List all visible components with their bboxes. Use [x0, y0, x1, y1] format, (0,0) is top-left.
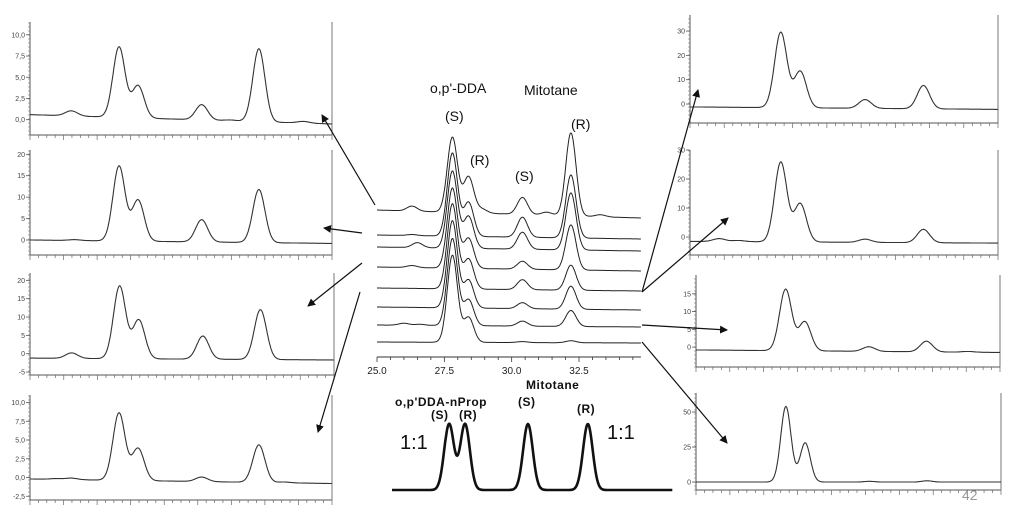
- y-tick-label: 20: [17, 152, 25, 159]
- schematic-label-dda-s: (S): [431, 408, 449, 422]
- y-tick-label: 0: [681, 102, 685, 109]
- schematic-label-mitotane: Mitotane: [526, 378, 580, 392]
- y-tick-label: 2,5: [15, 96, 25, 103]
- chromatogram-panel-L2: 20 15 10 5 0: [17, 150, 333, 260]
- chromatogram-trace: [689, 31, 998, 110]
- y-tick-label: 5: [21, 216, 25, 223]
- stacked-trace: [377, 220, 641, 311]
- chromatogram-trace: [690, 161, 998, 244]
- chromatogram-trace: [30, 164, 332, 244]
- arrow-icon: [641, 341, 728, 444]
- chromatogram-panel-R3: 15 10 5 0: [683, 275, 1001, 372]
- y-tick-label: 10: [683, 309, 691, 316]
- chromatogram-panel-R4: 50 25 0: [683, 393, 1002, 495]
- y-tick-label: 0: [21, 238, 25, 245]
- y-tick-label: -5: [19, 370, 25, 377]
- schematic-trace: [391, 422, 673, 492]
- chromatogram-trace: [30, 411, 332, 485]
- y-tick-label: 10,0: [11, 32, 25, 39]
- y-tick-label: 10: [17, 195, 25, 202]
- y-tick-label: 10: [677, 206, 685, 213]
- y-tick-label: -2,5: [13, 494, 25, 501]
- label-mitotane-s: (S): [515, 168, 534, 184]
- y-tick-label: 2,5: [15, 456, 25, 463]
- arrow-icon: [316, 291, 361, 433]
- stacked-trace: [377, 237, 641, 328]
- chromatogram-panel-L4: 10,0 7,5 5,0 2,5 0,0 -2,5: [11, 395, 333, 505]
- y-tick-label: 0: [687, 480, 691, 487]
- x-tick-label: 25.0: [367, 366, 387, 377]
- label-mitotane-r: (R): [571, 116, 591, 132]
- y-tick-label: 5,0: [15, 438, 25, 445]
- x-tick-label: 27.5: [435, 366, 455, 377]
- chromatogram-trace: [696, 405, 1001, 483]
- y-tick-label: 0: [681, 235, 685, 242]
- y-tick-label: 15: [683, 291, 691, 298]
- chromatogram-trace: [30, 46, 333, 125]
- y-tick-label: 10: [677, 77, 685, 84]
- label-mitotane: Mitotane: [524, 82, 578, 98]
- y-tick-label: 25: [683, 445, 691, 452]
- y-tick-label: 5: [687, 327, 691, 334]
- y-tick-label: 10,0: [11, 400, 25, 407]
- arrow-icon: [321, 114, 376, 206]
- y-tick-label: 0: [687, 345, 691, 352]
- y-tick-label: 0,0: [15, 475, 25, 482]
- stacked-trace: [377, 132, 641, 219]
- arrow-icon: [641, 324, 728, 334]
- y-tick-label: 10: [17, 315, 25, 322]
- x-tick-label: 32.5: [569, 366, 589, 377]
- y-tick-label: 0: [21, 351, 25, 358]
- y-tick-label: 30: [677, 29, 685, 36]
- y-tick-label: 15: [17, 296, 25, 303]
- y-tick-label: 15: [17, 173, 25, 180]
- label-dda-r: (R): [470, 152, 490, 168]
- x-tick-label: 30.0: [502, 366, 522, 377]
- stacked-trace: [377, 203, 641, 292]
- stacked-trace: [377, 152, 641, 240]
- y-tick-label: 5,0: [15, 75, 25, 82]
- y-tick-label: 7,5: [15, 54, 25, 61]
- arrow-icon: [641, 217, 729, 293]
- chromatogram-panel-L3: 20 15 10 5 0 -5: [17, 273, 335, 380]
- stacked-trace: [377, 187, 641, 272]
- y-tick-label: 20: [677, 177, 685, 184]
- y-tick-label: 7,5: [15, 419, 25, 426]
- y-tick-label: 20: [677, 53, 685, 60]
- schematic-label-mitotane-r: (R): [577, 402, 596, 416]
- y-tick-label: 20: [17, 278, 25, 285]
- stacked-trace: [377, 170, 641, 252]
- y-tick-label: 5: [21, 333, 25, 340]
- y-tick-label: 50: [683, 410, 691, 417]
- chromatogram-panel-R1: 30 20 10 0: [677, 15, 999, 128]
- arrow-icon: [307, 262, 363, 307]
- schematic-label-dda-nprop: o,p'DDA-nProp: [395, 395, 488, 409]
- label-dda-s: (S): [445, 108, 464, 124]
- ratio-right: 1:1: [607, 422, 635, 444]
- schematic-label-mitotane-s: (S): [518, 395, 536, 409]
- ratio-left: 1:1: [400, 432, 428, 454]
- chromatogram-trace: [695, 288, 1000, 353]
- stacked-chromatograms: 25.0 27.5 30.0 32.5: [367, 132, 641, 377]
- stacked-trace: [377, 254, 641, 344]
- label-op-dda: o,p'-DDA: [430, 80, 487, 96]
- page-number: 42: [962, 487, 978, 503]
- chromatogram-trace: [30, 284, 334, 361]
- arrow-icon: [323, 224, 363, 234]
- schematic-label-dda-r: (R): [459, 408, 478, 422]
- chromatogram-panel-L1: 10,0 7,5 5,0 2,5 0,0: [11, 22, 333, 140]
- arrow-icon: [641, 89, 700, 293]
- y-tick-label: 0,0: [15, 117, 25, 124]
